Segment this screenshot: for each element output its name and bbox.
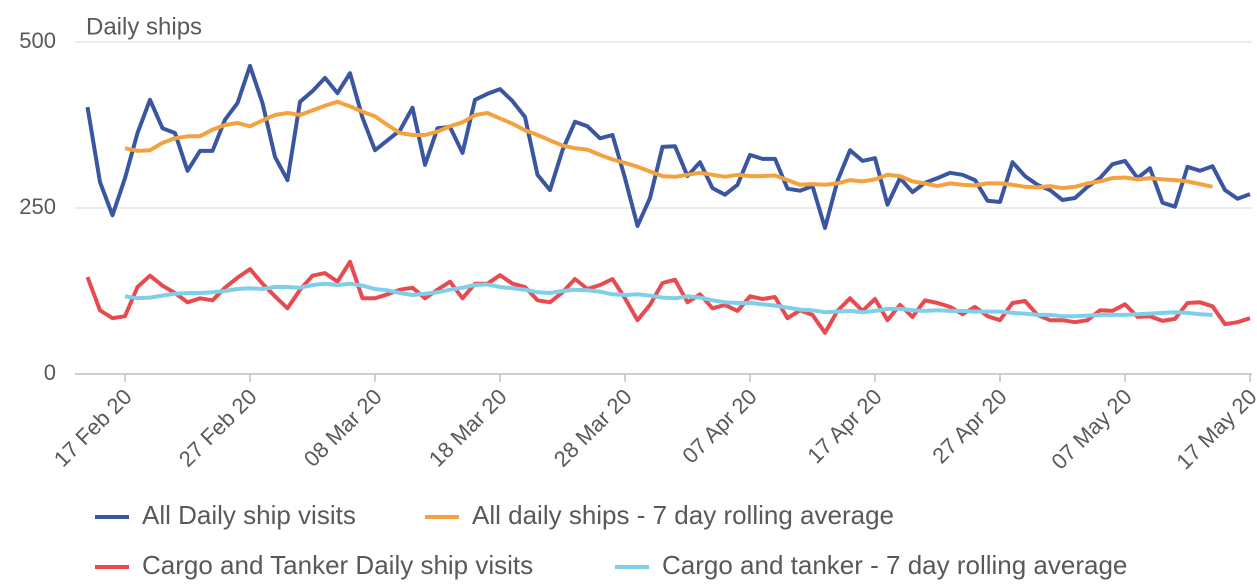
y-tick-label: 500 bbox=[19, 28, 56, 53]
x-tick-label: 07 Apr 20 bbox=[677, 384, 761, 468]
x-tick-label: 17 Feb 20 bbox=[49, 384, 137, 472]
x-tick-label: 17 Apr 20 bbox=[802, 384, 886, 468]
series-line bbox=[124, 281, 1213, 319]
x-tick-label: 18 Mar 20 bbox=[424, 384, 512, 472]
legend-label: Cargo and Tanker Daily ship visits bbox=[142, 550, 533, 580]
series-line bbox=[85, 259, 1251, 335]
legend-label: Cargo and tanker - 7 day rolling average bbox=[662, 550, 1127, 580]
x-tick-label: 08 Mar 20 bbox=[299, 384, 387, 472]
legend-label: All Daily ship visits bbox=[142, 500, 356, 530]
x-tick-label: 27 Apr 20 bbox=[927, 384, 1011, 468]
x-tick-label: 28 Mar 20 bbox=[549, 384, 637, 472]
x-tick-label: 17 May 20 bbox=[1171, 384, 1257, 474]
legend-label: All daily ships - 7 day rolling average bbox=[472, 500, 894, 530]
series-line bbox=[85, 63, 1251, 230]
y-tick-label: 0 bbox=[44, 360, 56, 385]
y-tick-label: 250 bbox=[19, 194, 56, 219]
chart-title: Daily ships bbox=[86, 13, 202, 40]
x-tick-label: 07 May 20 bbox=[1046, 384, 1136, 474]
x-tick-label: 27 Feb 20 bbox=[174, 384, 262, 472]
series-line bbox=[124, 99, 1213, 191]
